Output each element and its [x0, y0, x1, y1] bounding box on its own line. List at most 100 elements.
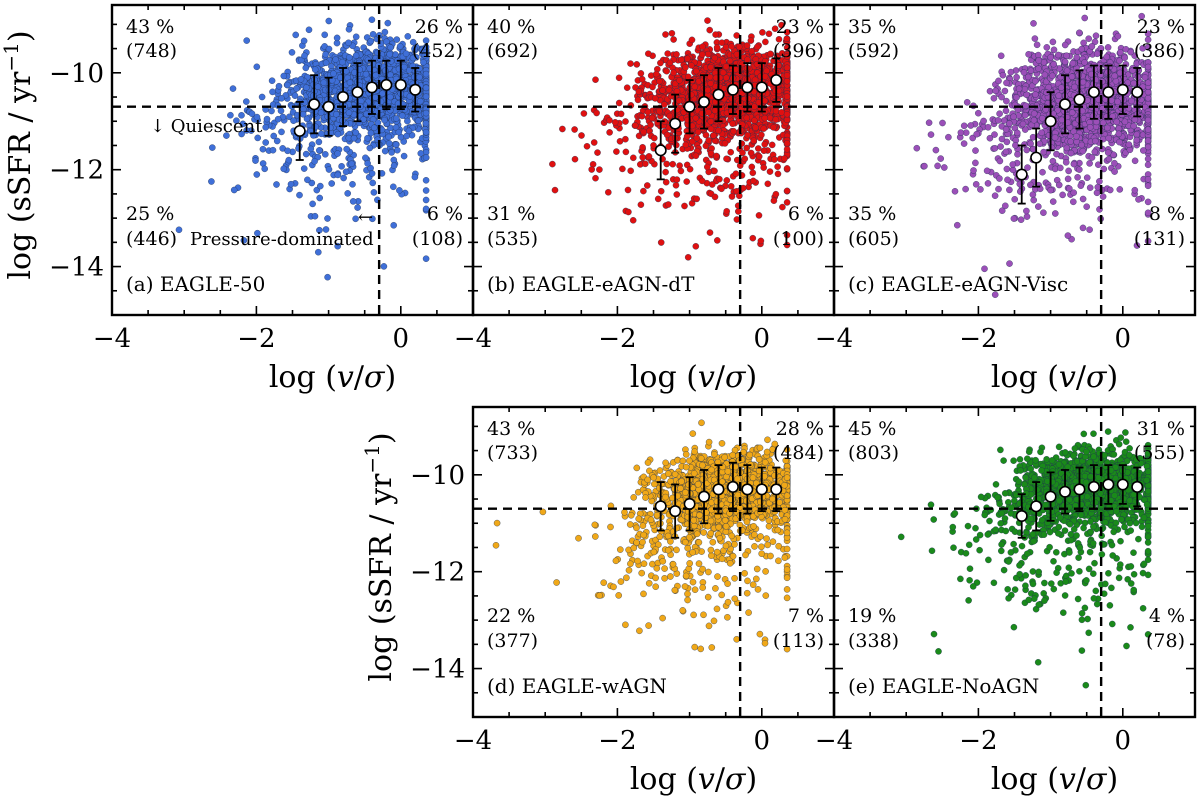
x-axis-title: log (v/σ) — [630, 360, 757, 395]
data-point — [633, 61, 641, 68]
data-point — [325, 45, 333, 53]
data-point — [273, 137, 281, 145]
data-point — [227, 111, 234, 119]
data-point — [774, 163, 781, 170]
data-point — [1020, 69, 1028, 76]
data-point — [699, 43, 706, 50]
data-point — [1088, 154, 1096, 161]
data-point — [333, 111, 340, 118]
data-point — [422, 177, 430, 184]
data-point — [286, 113, 293, 121]
data-point — [287, 180, 295, 188]
data-point — [238, 112, 245, 119]
data-point — [390, 162, 398, 169]
data-point — [388, 149, 395, 156]
data-point — [771, 25, 779, 32]
data-point — [238, 130, 245, 138]
data-point — [233, 117, 240, 124]
median-point — [322, 100, 335, 113]
data-point — [711, 167, 718, 175]
data-point — [647, 121, 654, 129]
data-point — [778, 21, 785, 29]
data-point — [619, 165, 626, 173]
data-point — [649, 83, 656, 91]
data-point — [657, 59, 664, 67]
data-point — [381, 28, 389, 36]
data-point — [393, 36, 401, 43]
data-point — [229, 85, 237, 92]
data-point — [783, 28, 791, 36]
data-point — [783, 231, 791, 239]
data-point — [259, 145, 267, 153]
data-point — [392, 115, 400, 122]
data-point — [711, 54, 719, 62]
y-axis-close: ) — [3, 30, 38, 42]
data-point — [1063, 52, 1070, 59]
data-point — [333, 34, 341, 42]
data-point — [372, 71, 379, 79]
data-point — [708, 181, 716, 188]
data-point — [992, 87, 999, 95]
data-point — [364, 160, 371, 167]
data-point — [726, 57, 734, 65]
data-point — [733, 32, 740, 39]
data-point — [998, 93, 1005, 101]
data-point — [248, 110, 256, 117]
data-point — [261, 165, 268, 173]
data-point — [707, 118, 715, 125]
data-point — [629, 217, 637, 224]
median-point — [654, 144, 667, 157]
data-point — [422, 109, 430, 117]
data-point — [307, 145, 315, 153]
data-point — [1055, 92, 1063, 99]
data-point — [624, 186, 632, 194]
data-point — [253, 63, 261, 71]
data-point — [390, 222, 397, 229]
data-point — [704, 50, 712, 58]
data-point — [676, 77, 683, 84]
data-point — [656, 77, 663, 85]
data-point — [783, 72, 791, 79]
x-tick-label: −2 — [598, 324, 636, 354]
data-point — [330, 70, 337, 77]
data-point — [1030, 20, 1037, 27]
data-point — [1130, 79, 1137, 87]
data-point — [402, 50, 410, 57]
data-point — [303, 115, 311, 123]
data-point — [390, 156, 398, 164]
data-point — [716, 175, 723, 183]
median-point — [726, 83, 739, 96]
data-point — [707, 150, 715, 157]
data-point — [1049, 38, 1057, 46]
data-point — [615, 74, 623, 82]
data-point — [262, 124, 269, 131]
data-point — [637, 201, 645, 208]
data-point — [274, 115, 282, 123]
data-point — [631, 122, 639, 129]
data-point — [640, 128, 647, 136]
data-point — [673, 88, 681, 95]
data-point — [963, 99, 971, 106]
data-point — [670, 69, 677, 77]
data-point — [230, 186, 238, 194]
data-point — [1111, 72, 1118, 80]
data-point — [1144, 63, 1152, 71]
data-point — [662, 31, 669, 38]
data-point — [381, 116, 388, 124]
data-point — [755, 145, 762, 152]
data-point — [713, 44, 721, 51]
data-point — [669, 160, 676, 168]
data-point — [593, 109, 600, 117]
data-point — [743, 144, 750, 152]
data-point — [1031, 35, 1039, 42]
data-point — [676, 162, 683, 169]
data-point — [345, 26, 353, 33]
data-point — [692, 243, 700, 250]
data-point — [663, 160, 670, 168]
data-point — [706, 229, 714, 236]
data-point — [991, 145, 999, 152]
data-point — [730, 127, 737, 135]
data-point — [559, 125, 566, 133]
data-point — [622, 118, 629, 125]
